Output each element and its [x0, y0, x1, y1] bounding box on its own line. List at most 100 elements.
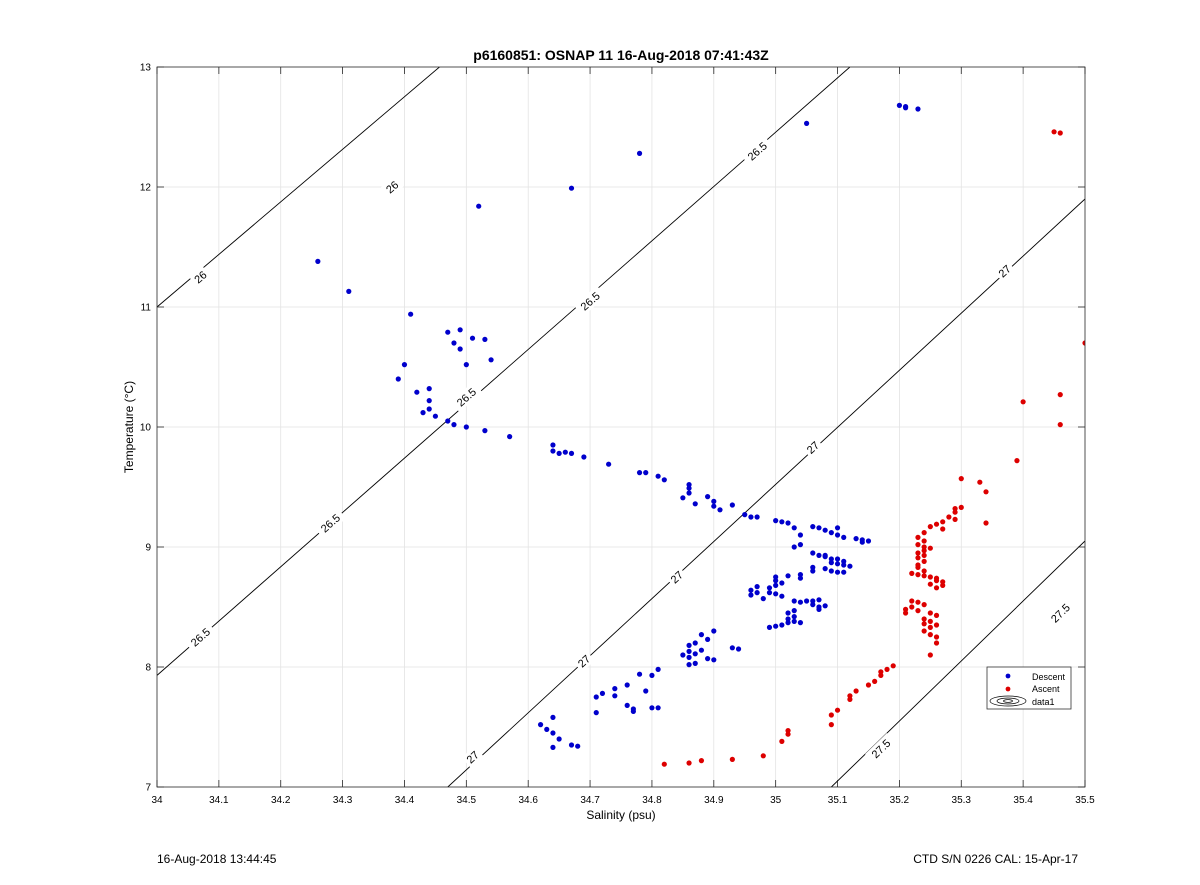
- descent-point: [593, 694, 599, 700]
- density-contour-line: [157, 67, 441, 308]
- axis-ticks: 34 34.1 34.2 34.3 34.4 34.5 34.6 34.7 34.8 34.9 35…: [140, 63, 1095, 807]
- contour-label-background: [865, 732, 897, 765]
- y-tick-label: 13: [140, 63, 152, 74]
- descent-point: [457, 346, 463, 352]
- ascent-point: [915, 599, 921, 605]
- x-tick-label: 35.2: [890, 795, 910, 806]
- descent-point: [711, 498, 717, 504]
- ascent-point: [927, 632, 933, 638]
- descent-point: [785, 616, 791, 622]
- ascent-point: [847, 696, 853, 703]
- ascent-point: [1020, 399, 1026, 405]
- descent-point: [816, 597, 822, 603]
- ascent-point: [661, 761, 667, 767]
- descent-point: [766, 624, 773, 631]
- ascent-point: [927, 545, 933, 551]
- descent-point: [766, 585, 773, 591]
- descent-point: [791, 525, 797, 531]
- descent-point: [698, 647, 705, 653]
- descent-point: [754, 590, 760, 596]
- descent-point: [463, 362, 469, 368]
- contour-label-background: [993, 260, 1016, 282]
- ascent-point: [698, 758, 705, 764]
- ascent-point: [983, 520, 989, 526]
- descent-point: [606, 461, 612, 467]
- legend-marker-descent: [1005, 673, 1011, 679]
- ascent-point: [927, 574, 933, 580]
- x-tick-label: 34.4: [395, 795, 415, 806]
- descent-point: [711, 628, 717, 634]
- descent-point: [791, 614, 797, 620]
- descent-point: [680, 495, 686, 501]
- legend: Descent Ascent data1: [986, 666, 1072, 710]
- y-tick-label: 9: [145, 543, 151, 554]
- ascent-point: [921, 530, 927, 536]
- descent-point: [841, 534, 847, 541]
- descent-point: [804, 598, 810, 604]
- descent-point: [568, 185, 575, 191]
- descent-point: [705, 636, 711, 643]
- descent-point: [680, 652, 686, 658]
- ascent-point: [760, 753, 766, 759]
- density-contour-line: [157, 67, 851, 676]
- ascent-point: [983, 489, 989, 495]
- ascent-point: [927, 618, 933, 625]
- descent-point: [686, 654, 692, 661]
- descent-point: [834, 561, 841, 567]
- contour-label-background: [741, 135, 774, 167]
- legend-label-descent: Descent: [1032, 672, 1066, 682]
- contour-label-background: [184, 621, 217, 653]
- descent-point: [686, 662, 692, 668]
- descent-point: [779, 593, 785, 599]
- descent-point: [655, 666, 661, 673]
- descent-point: [779, 580, 785, 586]
- descent-point: [773, 574, 779, 580]
- descent-point: [692, 651, 698, 657]
- descent-point: [550, 442, 556, 448]
- ascent-point: [878, 672, 884, 679]
- descent-point: [636, 470, 643, 476]
- descent-point: [346, 288, 352, 294]
- descent-point: [754, 514, 760, 520]
- descent-point: [556, 450, 562, 456]
- ascent-point: [933, 612, 940, 619]
- contour-label-background: [450, 381, 483, 413]
- descent-point: [599, 690, 606, 697]
- descent-point: [686, 485, 692, 491]
- descent-point: [773, 591, 779, 597]
- descent-point: [785, 520, 791, 526]
- descent-point: [816, 525, 822, 531]
- ascent-point: [952, 516, 958, 523]
- x-tick-label: 34.9: [704, 795, 724, 806]
- descent-point: [445, 329, 451, 335]
- descent-point: [748, 514, 754, 520]
- descent-point: [896, 102, 903, 108]
- descent-point: [451, 340, 457, 346]
- ascent-point: [921, 544, 927, 550]
- descent-point: [692, 640, 698, 646]
- ascent-point: [940, 579, 946, 585]
- descent-point: [729, 502, 735, 508]
- ascent-point: [902, 610, 909, 616]
- ascent-point: [933, 640, 940, 646]
- descent-point: [414, 389, 420, 395]
- ascent-point: [933, 578, 940, 584]
- descent-point: [661, 477, 667, 483]
- descent-point: [822, 527, 828, 533]
- ascent-point: [1057, 392, 1063, 398]
- x-tick-label: 35: [770, 795, 782, 806]
- descent-point: [426, 398, 432, 404]
- descent-point: [544, 726, 550, 733]
- descent-point: [841, 562, 847, 568]
- ascent-point: [921, 621, 927, 627]
- descent-point: [834, 556, 841, 562]
- descent-point: [315, 258, 321, 264]
- descent-point: [822, 554, 828, 560]
- x-tick-label: 34.2: [271, 795, 291, 806]
- descent-point: [828, 560, 834, 566]
- descent-point: [785, 620, 791, 626]
- descent-point: [766, 590, 773, 596]
- x-tick-label: 35.3: [952, 795, 972, 806]
- descent-point: [686, 482, 692, 488]
- ascent-point: [785, 731, 791, 737]
